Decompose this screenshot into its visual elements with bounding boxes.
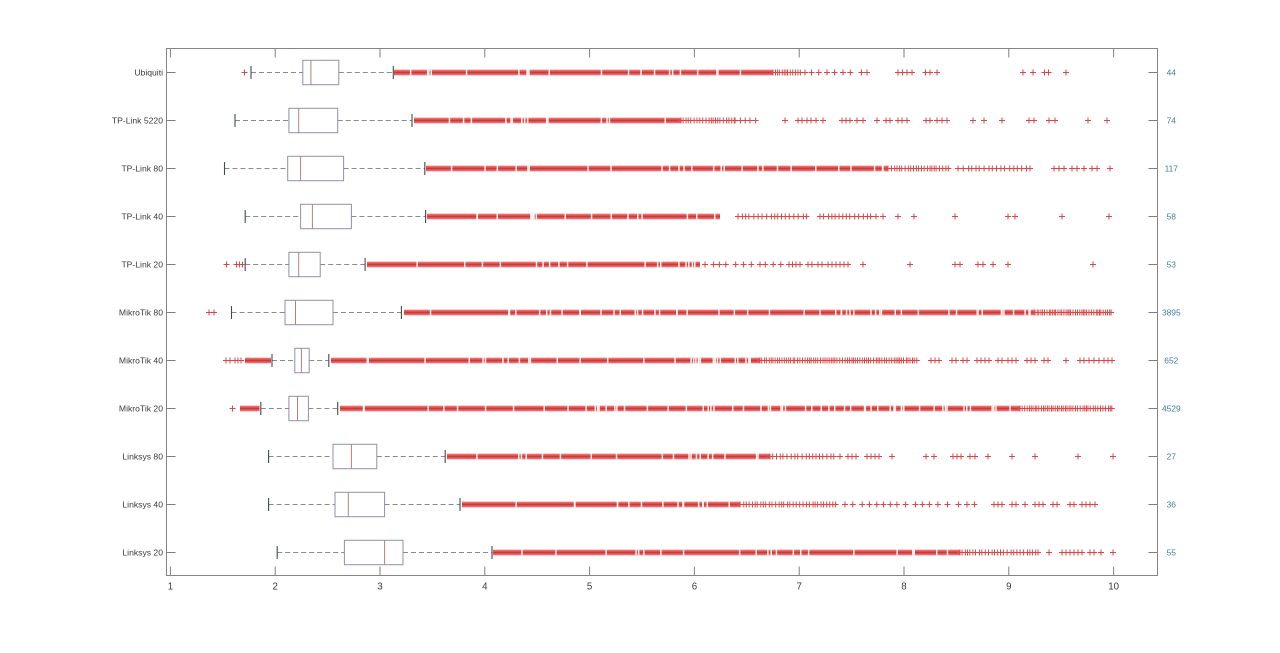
svg-text:8: 8 bbox=[901, 582, 906, 593]
svg-text:Ubiquiti: Ubiquiti bbox=[134, 68, 163, 78]
svg-text:3: 3 bbox=[377, 582, 382, 593]
svg-text:6: 6 bbox=[692, 582, 697, 593]
svg-text:117: 117 bbox=[1165, 164, 1179, 174]
svg-text:74: 74 bbox=[1167, 116, 1177, 126]
svg-text:TP-Link 20: TP-Link 20 bbox=[121, 260, 163, 270]
svg-text:3895: 3895 bbox=[1162, 308, 1181, 318]
svg-text:TP-Link 80: TP-Link 80 bbox=[121, 164, 163, 174]
svg-text:Linksys 40: Linksys 40 bbox=[122, 500, 163, 510]
svg-text:7: 7 bbox=[797, 582, 802, 593]
svg-text:53: 53 bbox=[1167, 260, 1177, 270]
svg-text:9: 9 bbox=[1006, 582, 1011, 593]
svg-text:Linksys 80: Linksys 80 bbox=[122, 452, 163, 462]
svg-text:44: 44 bbox=[1167, 68, 1177, 78]
svg-text:Linksys 20: Linksys 20 bbox=[122, 548, 163, 558]
svg-text:MikroTik 20: MikroTik 20 bbox=[119, 404, 163, 414]
svg-text:36: 36 bbox=[1167, 500, 1177, 510]
svg-text:5: 5 bbox=[587, 582, 592, 593]
svg-text:TP-Link 5220: TP-Link 5220 bbox=[112, 116, 163, 126]
svg-text:MikroTik 40: MikroTik 40 bbox=[119, 356, 163, 366]
svg-text:TP-Link 40: TP-Link 40 bbox=[121, 212, 163, 222]
svg-text:652: 652 bbox=[1164, 356, 1178, 366]
svg-text:4: 4 bbox=[482, 582, 488, 593]
svg-text:58: 58 bbox=[1167, 212, 1177, 222]
svg-text:MikroTik 80: MikroTik 80 bbox=[119, 308, 163, 318]
svg-text:2: 2 bbox=[273, 582, 278, 593]
svg-text:27: 27 bbox=[1167, 452, 1177, 462]
svg-text:10: 10 bbox=[1108, 582, 1119, 593]
svg-text:55: 55 bbox=[1167, 548, 1177, 558]
svg-text:4529: 4529 bbox=[1162, 404, 1181, 414]
svg-text:1: 1 bbox=[168, 582, 173, 593]
